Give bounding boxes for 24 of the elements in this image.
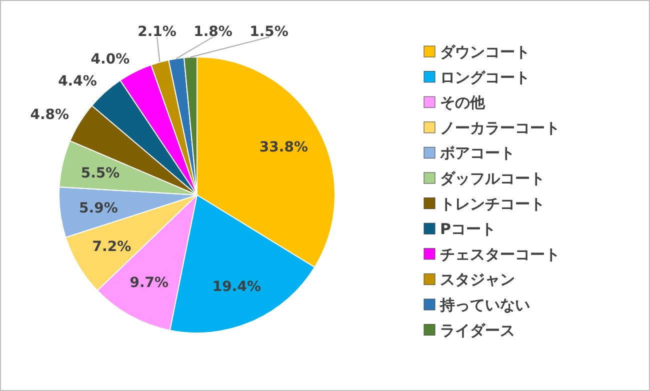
data-label: 5.9% xyxy=(79,200,118,217)
data-label: 33.8% xyxy=(259,139,308,156)
data-label: 1.8% xyxy=(194,24,232,40)
data-label: 2.1% xyxy=(138,24,176,40)
legend-label: Pコート xyxy=(440,220,496,238)
data-label: 19.4% xyxy=(212,279,261,296)
data-label: 4.4% xyxy=(58,74,97,90)
legend-label: チェスターコート xyxy=(440,245,560,264)
data-label: 5.5% xyxy=(80,165,120,182)
data-label: 4.0% xyxy=(90,52,130,68)
legend-label: ライダース xyxy=(440,321,515,340)
data-label: 7.2% xyxy=(92,238,132,255)
legend-label: ノーカラーコート xyxy=(440,118,560,137)
legend-label: スタジャン xyxy=(440,270,515,289)
legend-label: ダッフルコート xyxy=(440,170,545,188)
legend-label: その他 xyxy=(440,94,486,112)
legend-label: ボアコート xyxy=(439,144,515,162)
legend-label: ロングコート xyxy=(440,68,530,86)
legend-label: 持っていない xyxy=(439,296,530,314)
legend-label: トレンチコート xyxy=(440,194,545,213)
data-label: 9.7% xyxy=(130,275,169,292)
legend-label: ダウンコート xyxy=(440,43,530,61)
data-label: 1.5% xyxy=(250,24,288,40)
data-label: 4.8% xyxy=(30,106,70,123)
